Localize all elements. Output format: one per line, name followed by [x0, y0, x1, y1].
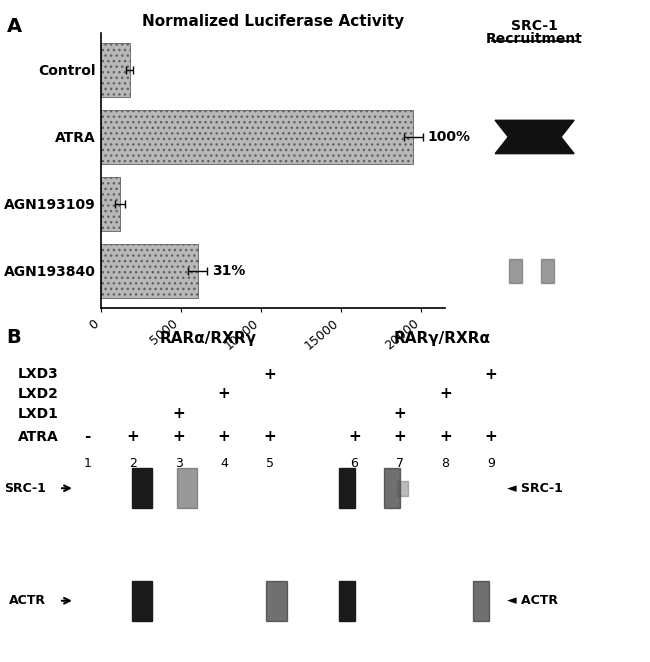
Text: +: +: [172, 406, 185, 421]
Bar: [101, 43, 129, 97]
Text: 100%: 100%: [428, 130, 471, 144]
Text: ATRA: ATRA: [18, 430, 58, 444]
Text: 8: 8: [441, 457, 449, 470]
Polygon shape: [266, 581, 287, 621]
Text: LXD1: LXD1: [18, 406, 58, 421]
Text: SRC-1: SRC-1: [511, 19, 558, 32]
Text: ◄ SRC-1: ◄ SRC-1: [507, 482, 563, 495]
Text: +: +: [172, 430, 185, 444]
Text: -: -: [84, 430, 91, 444]
Text: RARα/RXRγ: RARα/RXRγ: [159, 331, 257, 346]
Text: +: +: [439, 387, 452, 401]
Text: 1: 1: [84, 457, 92, 470]
Polygon shape: [339, 469, 356, 508]
Bar: [101, 110, 413, 164]
Text: ◄ ACTR: ◄ ACTR: [507, 594, 558, 607]
Polygon shape: [132, 581, 152, 621]
Text: 3: 3: [175, 457, 183, 470]
Text: LXD3: LXD3: [18, 367, 58, 381]
Text: ACTR: ACTR: [8, 594, 46, 607]
Polygon shape: [339, 581, 356, 621]
Polygon shape: [541, 259, 554, 283]
Text: A: A: [6, 17, 21, 36]
Text: LXD2: LXD2: [18, 387, 58, 401]
Text: B: B: [6, 328, 21, 347]
Bar: [101, 244, 198, 298]
Polygon shape: [473, 581, 489, 621]
Text: +: +: [127, 430, 140, 444]
Polygon shape: [132, 469, 152, 508]
Polygon shape: [384, 469, 400, 508]
Text: +: +: [348, 430, 361, 444]
Polygon shape: [177, 469, 197, 508]
Text: +: +: [218, 430, 231, 444]
Text: 4: 4: [220, 457, 228, 470]
Polygon shape: [509, 259, 522, 283]
Text: RARγ/RXRα: RARγ/RXRα: [393, 331, 491, 346]
Text: 9: 9: [487, 457, 495, 470]
Text: +: +: [263, 430, 276, 444]
Text: +: +: [393, 406, 406, 421]
Polygon shape: [397, 481, 408, 496]
Text: 7: 7: [396, 457, 404, 470]
Polygon shape: [495, 120, 574, 154]
Text: 2: 2: [129, 457, 137, 470]
Title: Normalized Luciferase Activity: Normalized Luciferase Activity: [142, 14, 404, 29]
Text: 5: 5: [266, 457, 274, 470]
Text: +: +: [263, 367, 276, 381]
Text: +: +: [218, 387, 231, 401]
Text: 31%: 31%: [212, 264, 246, 278]
Text: 6: 6: [350, 457, 358, 470]
Text: Recruitment: Recruitment: [486, 32, 583, 46]
Text: +: +: [439, 430, 452, 444]
Text: +: +: [393, 430, 406, 444]
Bar: [101, 177, 120, 231]
Text: +: +: [484, 430, 497, 444]
Text: SRC-1: SRC-1: [4, 482, 46, 495]
Text: +: +: [484, 367, 497, 381]
